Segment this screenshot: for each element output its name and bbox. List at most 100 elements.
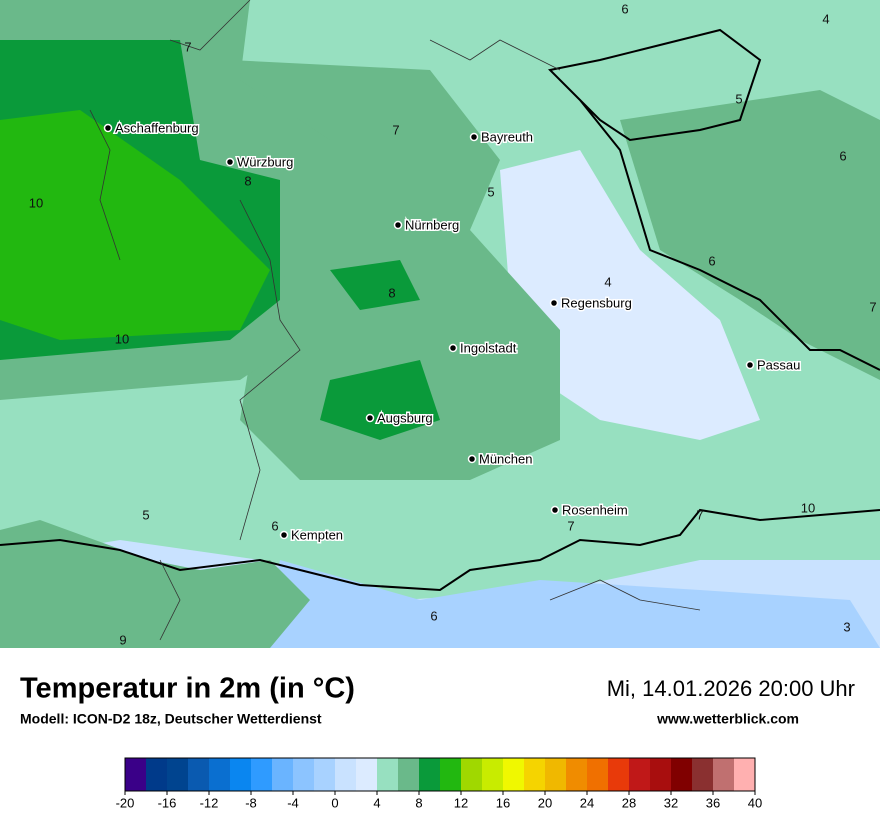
colorbar-swatch	[314, 758, 336, 791]
colorbar-tick-label: 40	[748, 795, 762, 810]
map: Aschaffenburg Würzburg Bayreuth Nürnberg Reg…	[0, 0, 880, 648]
region-warmest	[0, 110, 270, 340]
region-warm	[330, 260, 420, 310]
contour-label: 6	[708, 253, 715, 268]
region-mild	[0, 520, 310, 648]
city-dot	[550, 505, 560, 515]
colorbar-swatch	[650, 758, 672, 791]
colorbar-swatch	[209, 758, 231, 791]
region-mild	[620, 90, 880, 380]
city-dot	[469, 132, 479, 142]
region-warm	[320, 360, 440, 440]
colorbar-tick-label: 20	[538, 795, 552, 810]
contour-label: 6	[839, 148, 846, 163]
colorbar-swatch	[440, 758, 462, 791]
colorbar-frame	[124, 757, 756, 792]
contour-label: 6	[621, 1, 628, 16]
contour-label: 8	[244, 173, 251, 188]
colorbar-tick-label: 36	[706, 795, 720, 810]
region-cold	[500, 150, 760, 440]
colorbar-swatch	[566, 758, 588, 791]
colorbar-swatch	[125, 758, 147, 791]
border	[547, 28, 880, 371]
contour-label: 7	[567, 518, 574, 533]
colorbar-swatch	[629, 758, 651, 791]
city-dot	[448, 343, 458, 353]
contour-label: 10	[115, 331, 129, 346]
colorbar-swatch	[251, 758, 273, 791]
colorbar-swatch	[356, 758, 378, 791]
contour-label: 9	[119, 632, 126, 647]
contour-label: 4	[604, 274, 611, 289]
city-dot	[365, 413, 375, 423]
city-dot	[103, 123, 113, 133]
contour-label: 7	[392, 122, 399, 137]
colorbar-tick-label: 16	[496, 795, 510, 810]
city-dot	[549, 298, 559, 308]
contour-label: 6	[271, 518, 278, 533]
colorbar-tick-label: 12	[454, 795, 468, 810]
city-name: Würzburg	[237, 154, 293, 169]
colorbar-swatch	[587, 758, 609, 791]
city-name: Nürnberg	[405, 217, 459, 232]
contour-label: 6	[430, 608, 437, 623]
city-name: Kempten	[291, 527, 343, 542]
city-name: Aschaffenburg	[115, 120, 199, 135]
colorbar-tick-label: -12	[200, 795, 219, 810]
colorbar-swatch	[377, 758, 399, 791]
colorbar-swatch	[398, 758, 420, 791]
colorbar-swatch	[146, 758, 168, 791]
region-cold	[260, 560, 880, 648]
colorbar-tick-label: 24	[580, 795, 594, 810]
colorbar-swatch	[272, 758, 294, 791]
website: www.wetterblick.com	[656, 711, 799, 727]
colorbar-swatch	[713, 758, 735, 791]
colorbar-swatch	[524, 758, 546, 791]
colorbar-swatch	[188, 758, 210, 791]
colorbar-tick-label: 28	[622, 795, 636, 810]
city-name: Regensburg	[561, 295, 632, 310]
contour-label: 5	[487, 184, 494, 199]
city-dot	[393, 220, 403, 230]
colorbar-tick-label: -16	[158, 795, 177, 810]
colorbar: -20 -16 -12 -8 -4 0 4 8 12 16 20 24 28 32 36 40	[116, 757, 762, 810]
city-name: Passau	[757, 357, 800, 372]
colorbar-tick-label: 8	[415, 795, 422, 810]
contour-label: 7	[869, 299, 876, 314]
colorbar-swatch	[608, 758, 630, 791]
city-name: Augsburg	[377, 410, 433, 425]
contour-label: 10	[29, 195, 43, 210]
contour-label: 5	[142, 507, 149, 522]
city-name: München	[479, 451, 532, 466]
contour-labels: 6 4 7 5 7 6 8 5 10 6 4 8 7 10 5 6 7 7 10 6 9 3	[29, 1, 877, 647]
city-name: Rosenheim	[562, 502, 628, 517]
colorbar-swatch	[671, 758, 693, 791]
colorbar-tick-label: -4	[287, 795, 299, 810]
contour-label: 7	[696, 507, 703, 522]
city-dot	[467, 454, 477, 464]
city-dot	[745, 360, 755, 370]
city-name: Ingolstadt	[460, 340, 517, 355]
city-name: Bayreuth	[481, 129, 533, 144]
contour-label: 3	[843, 619, 850, 634]
city-dot	[279, 530, 289, 540]
colorbar-swatch	[461, 758, 483, 791]
contour-label: 7	[184, 39, 191, 54]
cities: Aschaffenburg Würzburg Bayreuth Nürnberg Reg…	[103, 119, 802, 544]
model: Modell: ICON-D2 18z, Deutscher Wetterdie…	[20, 711, 322, 727]
colorbar-swatch	[335, 758, 357, 791]
title: Temperatur in 2m (in °C)	[20, 673, 355, 705]
colorbar-swatch	[503, 758, 525, 791]
border	[0, 508, 880, 592]
colorbar-swatch	[293, 758, 315, 791]
colorbar-tick-label: 4	[373, 795, 380, 810]
colorbar-swatch	[167, 758, 189, 791]
colorbar-swatch	[482, 758, 504, 791]
contour-label: 4	[822, 11, 829, 26]
colorbar-tick-label: 32	[664, 795, 678, 810]
contour-label: 10	[801, 500, 815, 515]
colorbar-swatch	[419, 758, 441, 791]
contour-label: 5	[735, 91, 742, 106]
colorbar-tick-label: -8	[245, 795, 257, 810]
